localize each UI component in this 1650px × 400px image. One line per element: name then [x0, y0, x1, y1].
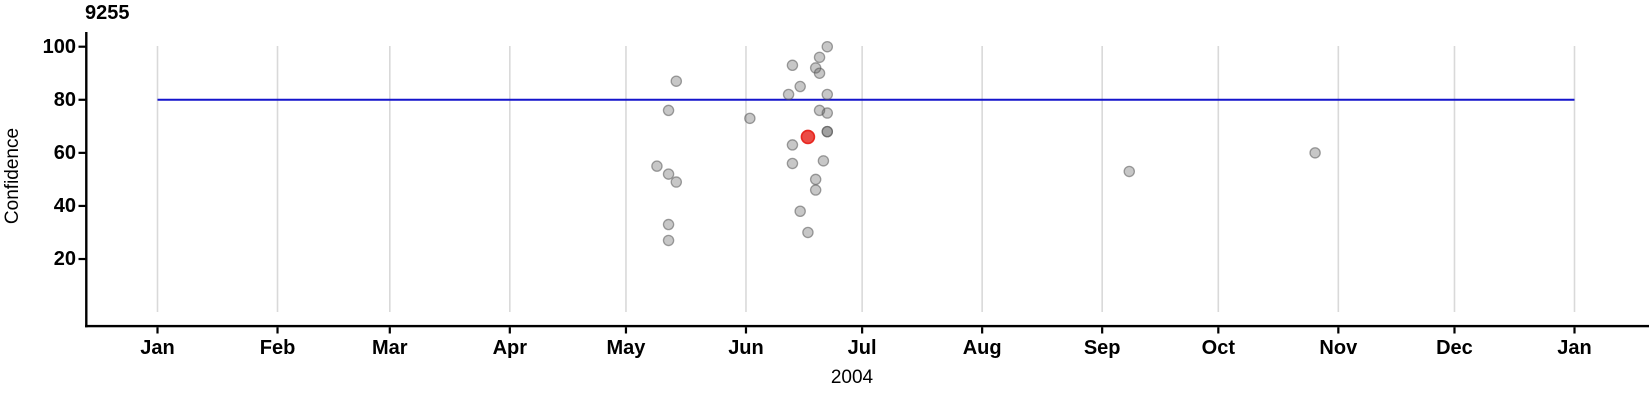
data-point[interactable] [662, 218, 675, 231]
x-tick-label: Jan [1557, 337, 1592, 359]
x-tick-label: Feb [259, 337, 296, 359]
data-point[interactable] [786, 139, 799, 151]
data-point[interactable] [651, 160, 663, 172]
data-point[interactable] [794, 205, 806, 217]
x-tick-label: Nov [1319, 337, 1358, 359]
x-tick-label: Jun [728, 337, 764, 359]
highlighted-data-point[interactable] [800, 129, 816, 145]
data-point[interactable] [782, 88, 795, 101]
x-tick-label: Aug [962, 337, 1002, 359]
data-point[interactable] [821, 40, 834, 53]
data-point[interactable] [744, 112, 756, 125]
x-tick-label: Jul [847, 337, 877, 359]
x-axis-year-label: 2004 [830, 367, 874, 388]
data-point[interactable] [813, 67, 826, 79]
y-tick-label: 60 [53, 141, 76, 164]
data-point[interactable] [670, 176, 683, 188]
y-tick-label: 80 [53, 88, 76, 111]
x-tick-label: Mar [371, 337, 408, 359]
data-point[interactable] [817, 155, 830, 167]
data-point[interactable] [802, 226, 814, 239]
y-tick-label: 20 [53, 248, 76, 271]
x-tick-label: Jan [140, 337, 175, 359]
data-point[interactable] [794, 80, 806, 93]
data-point[interactable] [662, 104, 675, 117]
data-point[interactable] [1123, 165, 1136, 178]
x-tick-label: Dec [1436, 337, 1473, 359]
data-point[interactable] [1309, 147, 1321, 159]
x-tick-label: May [606, 337, 646, 359]
data-point[interactable] [821, 88, 834, 101]
data-point[interactable] [821, 125, 834, 138]
chart-title: 9255 [85, 2, 130, 24]
y-tick-label: 100 [42, 35, 76, 58]
x-tick-label: Apr [492, 337, 528, 359]
data-point[interactable] [786, 157, 799, 170]
data-point[interactable] [670, 75, 683, 87]
data-point[interactable] [786, 59, 799, 72]
y-axis-line [85, 32, 88, 328]
data-point[interactable] [821, 107, 834, 119]
data-point[interactable] [813, 51, 826, 64]
x-tick-label: Sep [1083, 337, 1121, 359]
data-point[interactable] [809, 184, 822, 196]
data-point[interactable] [809, 173, 822, 186]
y-axis-title: Confidence [2, 127, 23, 225]
x-axis-line [85, 324, 1650, 328]
data-point[interactable] [662, 234, 675, 247]
y-tick-label: 40 [53, 194, 76, 217]
data-point[interactable] [662, 168, 675, 180]
x-tick-label: Oct [1201, 337, 1235, 359]
